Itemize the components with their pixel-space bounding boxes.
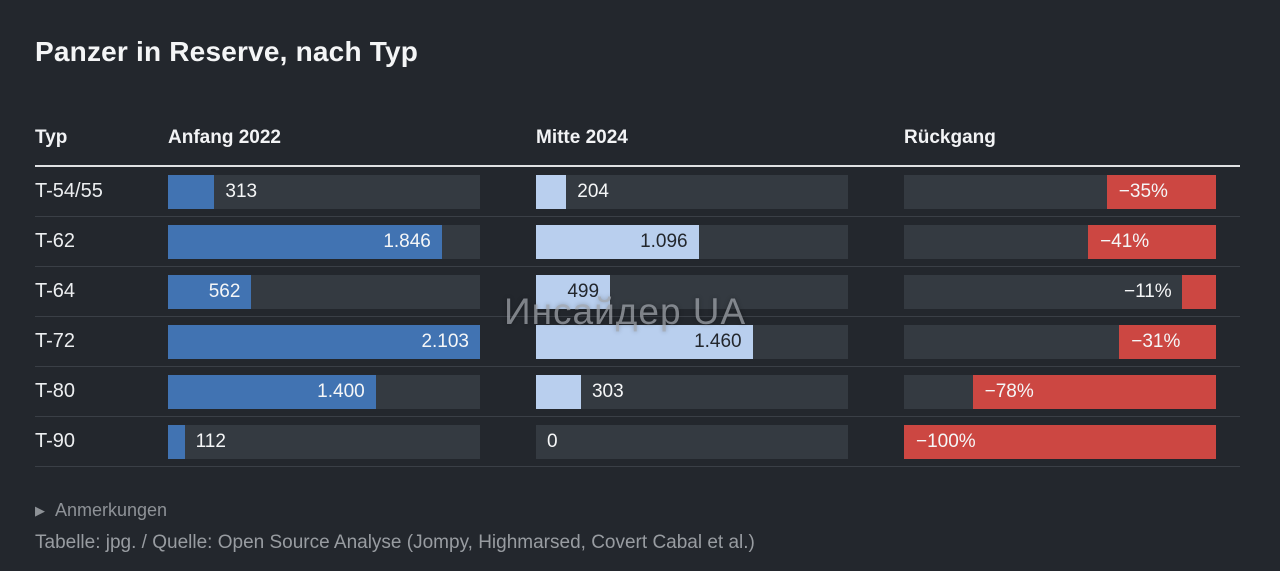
bar-track-2024: 204	[536, 174, 848, 209]
bar-value-decline: −78%	[984, 380, 1034, 402]
bar-decline	[904, 424, 1216, 459]
table-header: Typ Anfang 2022 Mitte 2024 Rückgang	[35, 127, 1240, 167]
bar-2022	[168, 324, 480, 359]
row-label: T-54/55	[35, 180, 103, 202]
bar-track-2024: 0	[536, 424, 848, 459]
table-rows: T-54/55 313 204 −35% T-62 1.846 1.096 −4…	[35, 167, 1240, 467]
bar-value-decline: −100%	[916, 430, 976, 452]
notes-toggle[interactable]: ▶ Anmerkungen	[35, 500, 167, 521]
notes-label: Anmerkungen	[55, 500, 168, 520]
bar-2024	[536, 324, 753, 359]
row-label: T-80	[35, 380, 76, 402]
bar-value-2022: 313	[225, 180, 258, 202]
bar-value-decline: −11%	[1123, 280, 1172, 302]
bar-track-2022: 112	[168, 424, 480, 459]
bar-value-2024: 1.460	[694, 330, 742, 352]
table-row: T-80 1.400 303 −78%	[35, 367, 1240, 417]
table-row: T-62 1.846 1.096 −41%	[35, 217, 1240, 267]
bar-track-2022: 562	[168, 274, 480, 309]
column-header-typ: Typ	[35, 127, 68, 148]
bar-value-2024: 499	[567, 280, 600, 302]
table-row: T-64 562 499 −11%	[35, 267, 1240, 317]
bar-decline	[1181, 274, 1216, 309]
bar-track-2024: 499	[536, 274, 848, 309]
bar-value-decline: −31%	[1131, 330, 1181, 352]
reserve-table: Typ Anfang 2022 Mitte 2024 Rückgang T-54…	[35, 127, 1240, 467]
bar-track-2024: 1.096	[536, 224, 848, 259]
bar-track-2022: 313	[168, 174, 480, 209]
bar-2024	[536, 174, 567, 209]
bar-value-2024: 0	[547, 430, 558, 452]
bar-track-decline: −100%	[904, 424, 1216, 459]
bar-decline	[1106, 174, 1216, 209]
table-row: T-72 2.103 1.460 −31%	[35, 317, 1240, 367]
row-label: T-62	[35, 230, 76, 252]
chart-title: Panzer in Reserve, nach Typ	[35, 36, 419, 67]
bar-2022	[168, 224, 442, 259]
bar-value-2022: 562	[208, 280, 241, 302]
triangle-right-icon: ▶	[35, 503, 45, 518]
bar-track-decline: −78%	[904, 374, 1216, 409]
row-label: T-90	[35, 430, 76, 452]
table-row: T-90 112 0 −100%	[35, 417, 1240, 467]
source-line: Tabelle: jpg. / Quelle: Open Source Anal…	[35, 532, 755, 553]
bar-track-2022: 2.103	[168, 324, 480, 359]
bar-track-2024: 1.460	[536, 324, 848, 359]
column-header-mitte-2024: Mitte 2024	[536, 127, 628, 148]
bar-value-decline: −41%	[1100, 230, 1150, 252]
bar-decline	[1088, 224, 1216, 259]
bar-track-decline: −41%	[904, 224, 1216, 259]
bar-2024	[536, 274, 611, 309]
table-row: T-54/55 313 204 −35%	[35, 167, 1240, 217]
bar-value-2022: 1.846	[383, 230, 431, 252]
bar-track-2022: 1.846	[168, 224, 480, 259]
bar-track-decline: −11%	[904, 274, 1216, 309]
row-label: T-64	[35, 280, 76, 302]
bar-decline	[1119, 324, 1216, 359]
row-label: T-72	[35, 330, 76, 352]
column-header-anfang-2022: Anfang 2022	[168, 127, 281, 148]
bar-track-decline: −35%	[904, 174, 1216, 209]
column-header-rueckgang: Rückgang	[904, 127, 996, 148]
bar-value-2024: 303	[591, 380, 624, 402]
bar-value-2022: 2.103	[421, 330, 469, 352]
bar-track-decline: −31%	[904, 324, 1216, 359]
bar-value-2024: 204	[577, 180, 609, 202]
bar-2022	[168, 424, 185, 459]
bar-2024	[536, 224, 699, 259]
bar-value-decline: −35%	[1118, 180, 1168, 202]
bar-value-2024: 1.096	[640, 230, 688, 252]
bar-2024	[536, 374, 581, 409]
bar-value-2022: 1.400	[317, 380, 365, 402]
bar-track-2022: 1.400	[168, 374, 480, 409]
bar-2022	[168, 374, 376, 409]
bar-track-2024: 303	[536, 374, 848, 409]
bar-2022	[168, 274, 252, 309]
bar-decline	[972, 374, 1216, 409]
bar-2022	[168, 174, 215, 209]
bar-value-2022: 112	[195, 430, 226, 452]
